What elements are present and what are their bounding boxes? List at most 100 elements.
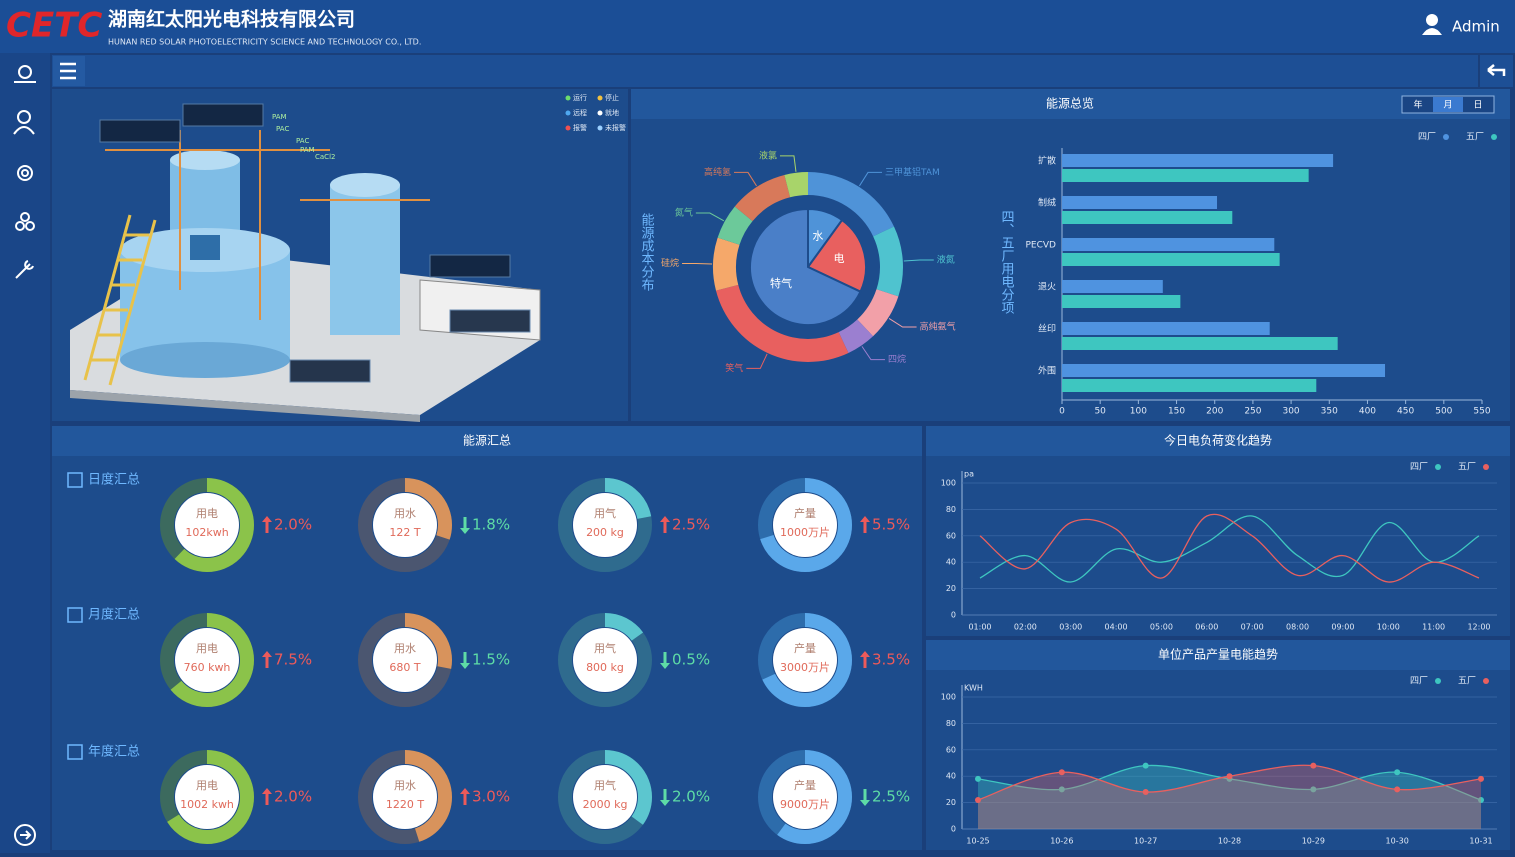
change-value: 2.5% xyxy=(872,788,910,806)
gauge-face xyxy=(573,493,637,557)
legend-label: 五厂 xyxy=(1458,676,1476,687)
nav-settings[interactable] xyxy=(17,165,33,181)
legend-dot xyxy=(1483,464,1489,470)
point xyxy=(1058,786,1065,793)
sidebar xyxy=(0,53,50,853)
area xyxy=(978,765,1481,829)
segment-label: 液氯 xyxy=(759,149,777,161)
legend-dot xyxy=(597,125,603,131)
donut-segment xyxy=(734,174,791,222)
change-value: 1.8% xyxy=(472,516,510,534)
legend-label: 四厂 xyxy=(1418,132,1436,143)
chart-title: 能源总览 xyxy=(1046,96,1094,111)
point xyxy=(1310,762,1317,769)
equipment-label: CaCl2 xyxy=(315,153,335,161)
point xyxy=(1394,786,1401,793)
gauge-amount: 122 T xyxy=(389,526,420,539)
gauge-name: 产量 xyxy=(794,641,816,655)
header-bar xyxy=(0,0,1515,53)
change-arrow xyxy=(860,789,870,806)
change-value: 3.0% xyxy=(472,788,510,806)
tab[interactable]: 月 xyxy=(1443,100,1452,111)
leader-line xyxy=(888,318,917,328)
tab[interactable]: 年 xyxy=(1413,99,1422,111)
segment-label: 四烷 xyxy=(888,353,906,365)
gauge-face xyxy=(773,493,837,557)
gauge-amount: 200 kg xyxy=(586,526,624,539)
donut-segment xyxy=(838,319,874,353)
gauge-value xyxy=(160,613,254,707)
gauge-face xyxy=(373,628,437,692)
gauge-value xyxy=(358,750,452,844)
y-tick-label: 0 xyxy=(951,825,956,834)
point xyxy=(1310,786,1317,793)
nav-tools[interactable] xyxy=(15,260,34,279)
legend-label: 远程 xyxy=(573,108,587,117)
pie-label: 水 xyxy=(812,230,823,243)
legend-label: 运行 xyxy=(573,93,587,102)
change-arrow xyxy=(262,651,272,668)
legend-label: 就地 xyxy=(605,108,619,117)
x-tick-label: 10-26 xyxy=(1050,837,1073,846)
gauge-value xyxy=(758,478,852,572)
point xyxy=(1058,769,1065,776)
point xyxy=(975,796,981,803)
chart-title: 今日电负荷变化趋势 xyxy=(1164,433,1272,448)
tab[interactable]: 日 xyxy=(1473,100,1482,111)
nav-exit[interactable] xyxy=(14,824,36,846)
gauge-amount: 800 kg xyxy=(586,661,624,674)
gauge-value xyxy=(558,613,652,707)
toolbar xyxy=(52,55,1478,87)
segment-label: 高纯氨气 xyxy=(920,321,956,333)
user-icon[interactable] xyxy=(1422,14,1442,35)
donut-segment xyxy=(808,172,894,237)
gauge-name: 产量 xyxy=(794,778,816,792)
legend-dot xyxy=(1435,678,1441,684)
leader-line xyxy=(903,259,934,262)
nav-user[interactable] xyxy=(13,110,35,135)
segment-label: 硅烷 xyxy=(661,257,679,269)
user-name[interactable]: Admin xyxy=(1452,18,1500,36)
equipment-label: PAM xyxy=(272,113,287,121)
change-arrow xyxy=(262,788,272,805)
change-arrow xyxy=(860,651,870,668)
x-tick-label: 250 xyxy=(1244,407,1261,417)
bar xyxy=(1062,253,1280,266)
leader-line xyxy=(861,346,885,361)
gauge-value xyxy=(160,478,254,572)
legend-dot xyxy=(1491,134,1497,140)
panel-header xyxy=(631,89,1510,119)
legend-label: 报警 xyxy=(573,123,587,132)
x-tick-label: 02:00 xyxy=(1014,623,1037,632)
gauge-name: 用气 xyxy=(594,641,616,655)
menu-icon[interactable] xyxy=(60,62,76,80)
change-arrow xyxy=(262,516,272,533)
nav-monitor[interactable] xyxy=(14,65,36,83)
pie-segment xyxy=(749,207,862,326)
y-tick-label: 40 xyxy=(946,772,956,781)
gauge-face xyxy=(175,493,239,557)
bar xyxy=(1062,169,1309,182)
gauge-name: 用水 xyxy=(394,779,416,792)
leader-line xyxy=(695,212,725,222)
tab-active[interactable] xyxy=(1433,97,1463,112)
bar xyxy=(1062,337,1338,350)
x-tick-label: 06:00 xyxy=(1195,623,1218,632)
leader-line xyxy=(682,262,713,265)
y-axis-label: pa xyxy=(964,470,974,479)
x-tick-label: 03:00 xyxy=(1059,623,1082,632)
legend-dot xyxy=(1483,678,1489,684)
legend-label: 未报警 xyxy=(605,123,626,132)
legend-label: 停止 xyxy=(605,93,619,102)
leader-line xyxy=(746,353,768,369)
back-icon[interactable] xyxy=(1487,64,1506,76)
change-value: 2.0% xyxy=(274,788,312,806)
legend-label: 五厂 xyxy=(1458,462,1476,473)
x-tick-label: 01:00 xyxy=(968,623,991,632)
y-tick-label: 100 xyxy=(941,479,956,488)
nav-energy[interactable] xyxy=(15,212,35,231)
y-tick-label: 80 xyxy=(946,719,956,728)
point xyxy=(1394,769,1401,776)
